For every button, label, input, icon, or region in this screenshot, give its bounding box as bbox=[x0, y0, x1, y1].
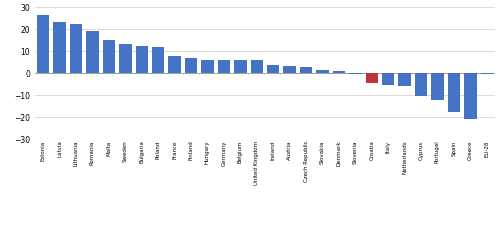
Bar bbox=[250, 60, 263, 73]
Bar bbox=[284, 66, 296, 73]
Bar bbox=[103, 40, 115, 73]
Bar bbox=[218, 60, 230, 73]
Bar bbox=[349, 73, 362, 74]
Bar bbox=[448, 73, 460, 112]
Bar bbox=[54, 22, 66, 73]
Bar bbox=[70, 24, 82, 73]
Bar bbox=[382, 73, 394, 85]
Bar bbox=[398, 73, 411, 86]
Bar bbox=[202, 60, 213, 73]
Bar bbox=[185, 58, 197, 73]
Bar bbox=[119, 43, 132, 73]
Bar bbox=[432, 73, 444, 100]
Bar bbox=[86, 31, 99, 73]
Bar bbox=[267, 65, 280, 73]
Bar bbox=[37, 15, 50, 73]
Bar bbox=[152, 47, 164, 73]
Bar bbox=[234, 60, 246, 73]
Bar bbox=[136, 46, 148, 73]
Bar bbox=[316, 70, 328, 73]
Bar bbox=[366, 73, 378, 83]
Bar bbox=[300, 67, 312, 73]
Bar bbox=[480, 73, 493, 74]
Bar bbox=[333, 71, 345, 73]
Bar bbox=[415, 73, 427, 96]
Bar bbox=[464, 73, 476, 120]
Bar bbox=[168, 56, 181, 73]
